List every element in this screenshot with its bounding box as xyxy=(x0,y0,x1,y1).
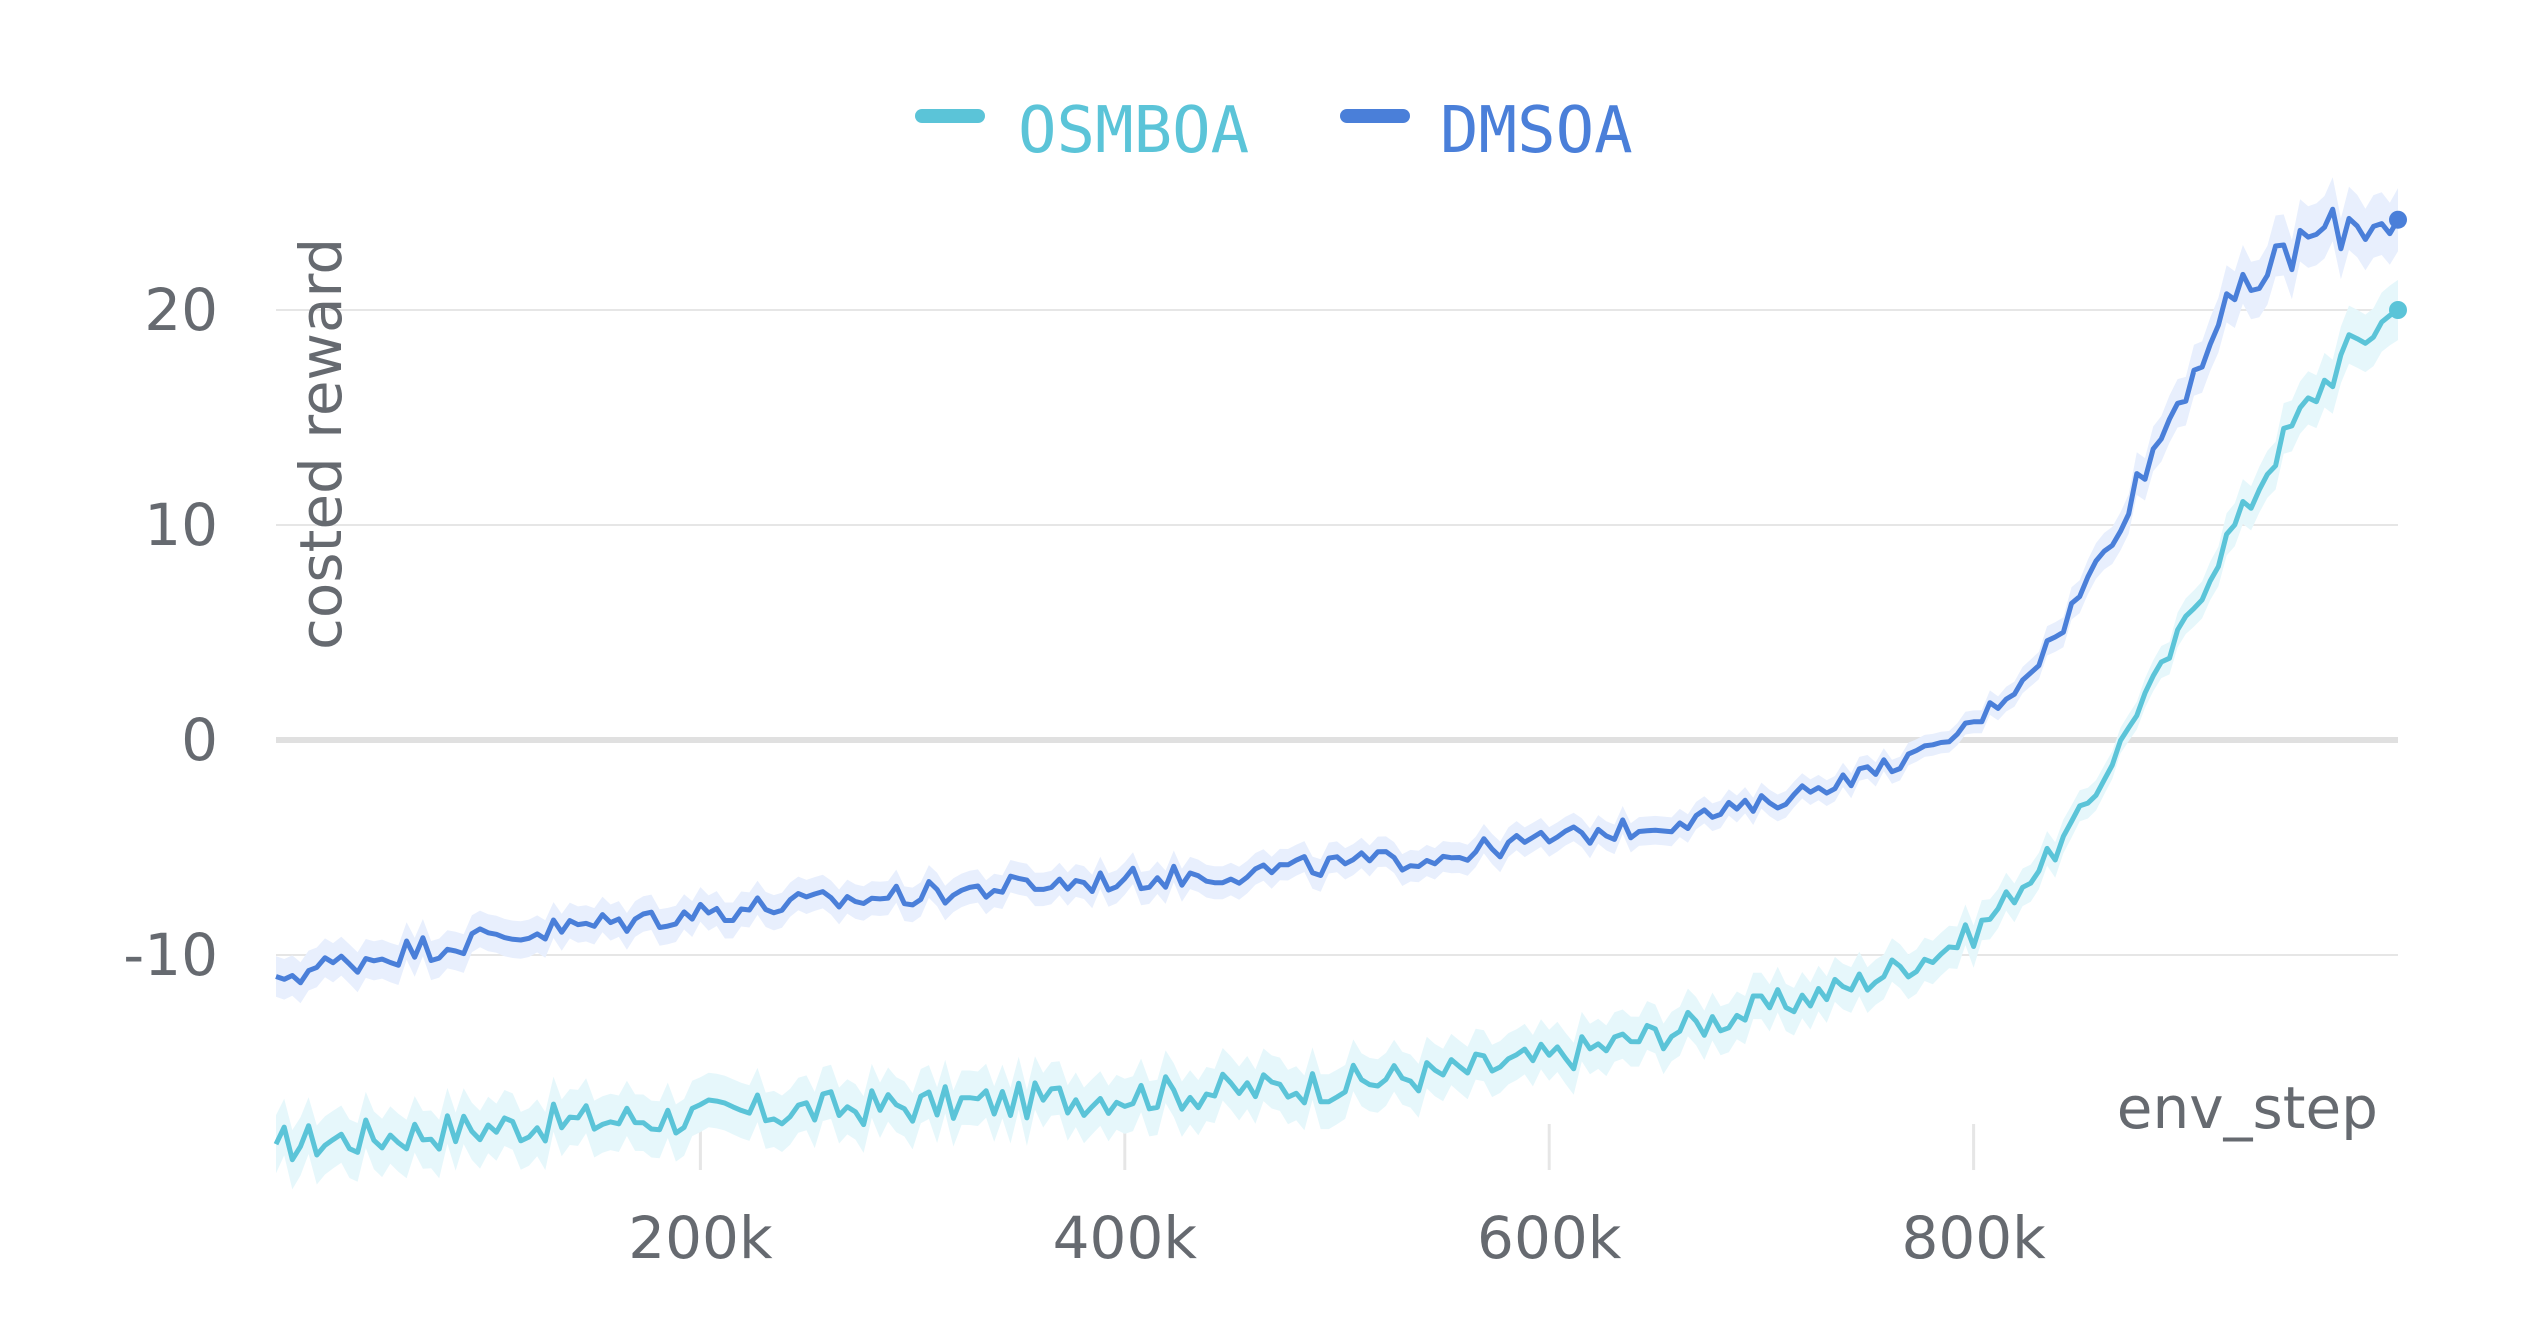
y-tick-label: 0 xyxy=(181,706,218,774)
y-tick-label: 10 xyxy=(144,491,218,559)
x-tick-label: 200k xyxy=(628,1204,773,1272)
series-band-osmboa xyxy=(276,279,2398,1190)
x-tick-label: 400k xyxy=(1053,1204,1198,1272)
legend-label-osmboa: OSMBOA xyxy=(1018,94,1249,168)
y-grid xyxy=(276,309,2398,956)
series-band-dmsoa xyxy=(276,177,2398,1004)
series-layer xyxy=(273,177,2407,1190)
legend-label-dmsoa: DMSOA xyxy=(1440,94,1633,168)
series-end-point-dmsoa xyxy=(2389,210,2407,229)
legend-swatch-dmsoa xyxy=(1340,109,1410,123)
y-tick-labels: -10 0 10 20 xyxy=(123,276,218,989)
legend-swatch-osmboa xyxy=(915,109,985,123)
series-line-osmboa xyxy=(273,307,2400,1163)
y-tick-label: -10 xyxy=(123,921,218,989)
series-line-dmsoa xyxy=(275,206,2401,986)
x-tick-label: 600k xyxy=(1477,1204,1622,1272)
x-axis-title: env_step xyxy=(2117,1074,2378,1142)
x-ticks: 200k 400k 600k 800k xyxy=(628,1124,2046,1272)
y-tick-label: 20 xyxy=(144,276,218,344)
series-end-point-osmboa xyxy=(2389,301,2407,319)
legend: OSMBOA DMSOA xyxy=(915,94,1633,168)
x-tick-label: 800k xyxy=(1901,1204,2046,1272)
y-axis-title: costed reward xyxy=(287,238,355,650)
